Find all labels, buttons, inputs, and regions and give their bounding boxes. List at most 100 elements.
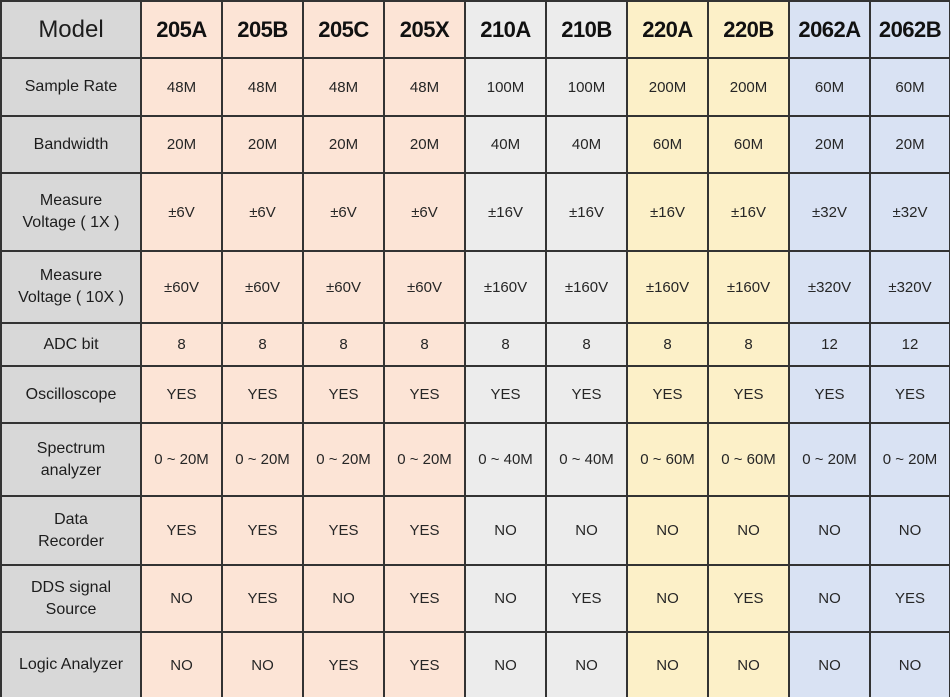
spec-cell: NO <box>464 564 547 633</box>
spec-cell: YES <box>140 365 223 424</box>
model-header-cell: Model <box>0 0 142 59</box>
spec-cell: NO <box>464 631 547 697</box>
spec-cell: 8 <box>464 322 547 367</box>
spec-cell: ±6V <box>140 172 223 252</box>
spec-cell: YES <box>302 495 385 566</box>
row-label-line: analyzer <box>40 461 102 479</box>
spec-cell: YES <box>383 495 466 566</box>
spec-cell: 0 ~ 40M <box>545 422 628 497</box>
column-header-205C: 205C <box>302 0 385 59</box>
row-label-line: Logic Analyzer <box>18 656 124 674</box>
spec-cell: NO <box>788 631 871 697</box>
row-label: Oscilloscope <box>0 365 142 424</box>
spec-cell: 100M <box>545 57 628 117</box>
column-header-205A: 205A <box>140 0 223 59</box>
spec-cell: ±16V <box>707 172 790 252</box>
spec-cell: NO <box>626 564 709 633</box>
spec-cell: 8 <box>302 322 385 367</box>
spec-cell: ±6V <box>221 172 304 252</box>
column-header-220A: 220A <box>626 0 709 59</box>
spec-cell: 200M <box>626 57 709 117</box>
table-row: ADC bit 8 8 8 8 8 8 8 8 12 12 <box>0 322 950 367</box>
row-label-line: Recorder <box>38 532 104 550</box>
spec-cell: 12 <box>869 322 950 367</box>
spec-cell: 0 ~ 20M <box>140 422 223 497</box>
table-row: Spectrum analyzer 0 ~ 20M 0 ~ 20M 0 ~ 20M 0 ~… <box>0 422 950 497</box>
row-label-line: Voltage ( 1X ) <box>22 214 120 231</box>
row-label: Spectrum analyzer <box>0 422 142 497</box>
row-label-line: Oscilloscope <box>25 385 117 403</box>
spec-cell: 8 <box>140 322 223 367</box>
table-row: DDS signal Source NO YES NO YES NO YES NO YES NO YE… <box>0 564 950 633</box>
spec-cell: NO <box>545 495 628 566</box>
table-header: Model 205A 205B 205C 205X 210A 210B 220A 220B 206… <box>0 0 950 59</box>
spec-cell: 60M <box>788 57 871 117</box>
column-header-2062B: 2062B <box>869 0 950 59</box>
spec-cell: 100M <box>464 57 547 117</box>
table-row: Bandwidth 20M 20M 20M 20M 40M 40M 60M 60M 20M 20M <box>0 115 950 174</box>
row-label: Data Recorder <box>0 495 142 566</box>
spec-cell: YES <box>707 365 790 424</box>
spec-cell: ±160V <box>545 250 628 324</box>
row-label-line: Data <box>54 510 88 528</box>
spec-cell: 12 <box>788 322 871 367</box>
spec-cell: NO <box>869 631 950 697</box>
table-body: Sample Rate 48M 48M 48M 48M 100M 100M 200M 200M 6… <box>0 57 950 697</box>
spec-cell: 60M <box>707 115 790 174</box>
spec-cell: ±16V <box>464 172 547 252</box>
spec-cell: NO <box>788 564 871 633</box>
column-header-2062A: 2062A <box>788 0 871 59</box>
spec-cell: NO <box>302 564 385 633</box>
spec-cell: 8 <box>383 322 466 367</box>
spec-cell: YES <box>221 365 304 424</box>
row-label: DDS signal Source <box>0 564 142 633</box>
spec-cell: 0 ~ 20M <box>383 422 466 497</box>
spec-cell: 20M <box>302 115 385 174</box>
spec-cell: NO <box>626 495 709 566</box>
spec-cell: NO <box>788 495 871 566</box>
table-row: Sample Rate 48M 48M 48M 48M 100M 100M 200M 200M 6… <box>0 57 950 117</box>
spec-cell: YES <box>221 564 304 633</box>
row-label: Logic Analyzer <box>0 631 142 697</box>
spec-cell: NO <box>707 631 790 697</box>
spec-cell: YES <box>626 365 709 424</box>
row-label-line: Sample Rate <box>24 78 118 96</box>
row-label: Bandwidth <box>0 115 142 174</box>
spec-cell: NO <box>707 495 790 566</box>
spec-cell: ±60V <box>383 250 466 324</box>
spec-cell: YES <box>545 564 628 633</box>
row-label: Sample Rate <box>0 57 142 117</box>
row-label-line: Spectrum <box>36 439 106 457</box>
header-row: Model 205A 205B 205C 205X 210A 210B 220A 220B 206… <box>0 0 950 59</box>
column-header-210A: 210A <box>464 0 547 59</box>
spec-cell: 0 ~ 20M <box>788 422 871 497</box>
spec-cell: ±6V <box>302 172 385 252</box>
spec-cell: 8 <box>221 322 304 367</box>
column-header-205X: 205X <box>383 0 466 59</box>
spec-cell: ±32V <box>869 172 950 252</box>
spec-cell: NO <box>626 631 709 697</box>
row-label-line: Voltage ( 10X ) <box>18 289 124 306</box>
spec-cell: YES <box>383 631 466 697</box>
row-label: ADC bit <box>0 322 142 367</box>
spec-cell: 8 <box>626 322 709 367</box>
spec-cell: ±60V <box>221 250 304 324</box>
spec-cell: ±320V <box>869 250 950 324</box>
spec-cell: NO <box>464 495 547 566</box>
spec-cell: 20M <box>383 115 466 174</box>
row-label: Measure Voltage ( 1X ) <box>0 172 142 252</box>
table-row: Oscilloscope YES YES YES YES YES YES YES YES YES Y… <box>0 365 950 424</box>
spec-cell: YES <box>788 365 871 424</box>
spec-cell: NO <box>869 495 950 566</box>
spec-cell: 48M <box>302 57 385 117</box>
spec-cell: ±16V <box>545 172 628 252</box>
spec-cell: 0 ~ 60M <box>626 422 709 497</box>
spec-cell: 0 ~ 20M <box>869 422 950 497</box>
row-label-line: Bandwidth <box>33 135 109 153</box>
spec-cell: 0 ~ 20M <box>221 422 304 497</box>
spec-cell: ±160V <box>626 250 709 324</box>
spec-cell: NO <box>221 631 304 697</box>
spec-cell: 40M <box>545 115 628 174</box>
